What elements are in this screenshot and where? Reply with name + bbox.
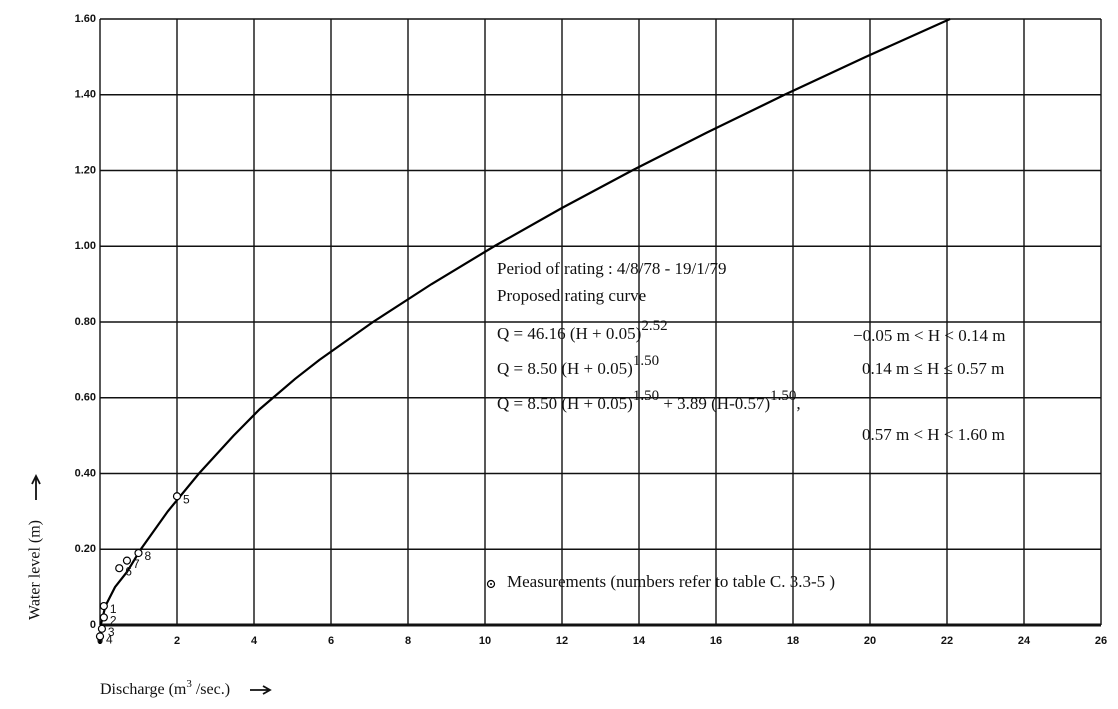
point-label: 1 xyxy=(110,602,117,616)
annotation-part: Q = 46.16 (H + 0.05) xyxy=(497,324,641,343)
range-label: −0.05 m < H < 0.14 m xyxy=(853,326,1006,345)
y-tick-label: 1.20 xyxy=(75,164,96,176)
range-label: 0.57 m < H < 1.60 m xyxy=(862,425,1005,444)
x-tick-label: 2 xyxy=(174,635,180,647)
annotation-part: 1.50 xyxy=(633,353,659,369)
measurement-point xyxy=(134,548,143,558)
measurement-point xyxy=(99,613,108,622)
annotation-part: Period of rating : 4/8/78 - 19/1/79 xyxy=(497,259,726,278)
x-axis-label: Discharge (m3 /sec.) xyxy=(100,678,230,698)
annotation-part: 2.52 xyxy=(641,318,667,334)
point-label: 6 xyxy=(125,564,132,578)
x-tick-label: 4 xyxy=(251,635,258,647)
annotation-part: 1.50 xyxy=(770,388,796,404)
annotation-part: , xyxy=(796,394,800,413)
x-tick-label: 22 xyxy=(941,635,953,647)
y-tick-label: 1.40 xyxy=(75,89,96,101)
y-tick-label: 0 xyxy=(90,619,96,631)
measurement-point xyxy=(97,624,107,633)
x-tick-label: 14 xyxy=(633,635,646,647)
x-axis-label-part: Discharge (m xyxy=(100,681,187,698)
annotation: Q = 8.50 (H + 0.05)1.50 xyxy=(497,353,659,377)
measurement-point xyxy=(99,601,108,611)
legend-label: Measurements (numbers refer to table C. … xyxy=(507,572,835,591)
x-axis-label-part: /sec.) xyxy=(192,681,230,698)
y-tick-label: 0.40 xyxy=(75,467,96,479)
x-tick-label: 12 xyxy=(556,635,568,647)
annotation: Period of rating : 4/8/78 - 19/1/79 xyxy=(497,259,726,278)
annotation: Q = 46.16 (H + 0.05)2.52 xyxy=(497,318,668,342)
y-tick-label: 0.20 xyxy=(75,543,96,555)
legend-marker-dot xyxy=(490,583,492,585)
x-axis-arrow xyxy=(250,685,272,695)
annotation: Proposed rating curve xyxy=(497,286,646,305)
x-tick-label: 18 xyxy=(787,635,799,647)
x-tick-label: 16 xyxy=(710,635,722,647)
point-label: 5 xyxy=(183,492,190,506)
point-label: 7 xyxy=(133,557,140,571)
measurement-point xyxy=(172,492,182,501)
measurement-point xyxy=(122,556,132,565)
point-label: 2 xyxy=(110,614,117,628)
x-tick-label: 10 xyxy=(479,635,491,647)
point-label: 8 xyxy=(145,549,152,563)
rating-curve xyxy=(98,17,951,644)
y-axis-arrow xyxy=(31,473,41,500)
y-tick-label: 0.60 xyxy=(75,392,96,404)
y-tick-label: 1.60 xyxy=(75,13,96,25)
x-axis-label-part: 3 xyxy=(186,678,192,690)
annotation-part: Q = 8.50 (H + 0.05) xyxy=(497,359,633,378)
annotation-part: 1.50 xyxy=(633,388,659,404)
annotation-part: Q = 8.50 (H + 0.05) xyxy=(497,394,633,413)
x-tick-label: 6 xyxy=(328,635,334,647)
annotation-part: + 3.89 (H-0.57) xyxy=(659,394,770,413)
point-label: 3 xyxy=(108,625,115,639)
range-label: 0.14 m ≤ H ≤ 0.57 m xyxy=(862,359,1004,378)
y-tick-label: 1.00 xyxy=(75,240,96,252)
x-tick-label: 8 xyxy=(405,635,411,647)
annotation: Q = 8.50 (H + 0.05)1.50 + 3.89 (H-0.57)1… xyxy=(497,388,801,412)
measurement-point xyxy=(115,564,124,573)
x-tick-label: 24 xyxy=(1018,635,1031,647)
x-tick-label: 20 xyxy=(864,635,876,647)
measurement-point xyxy=(95,632,105,641)
y-tick-label: 0.80 xyxy=(75,316,96,328)
y-axis-label: Water level (m) xyxy=(27,520,44,620)
x-tick-label: 26 xyxy=(1095,635,1107,647)
annotation-part: Proposed rating curve xyxy=(497,286,646,305)
point-label: 4 xyxy=(106,633,113,647)
